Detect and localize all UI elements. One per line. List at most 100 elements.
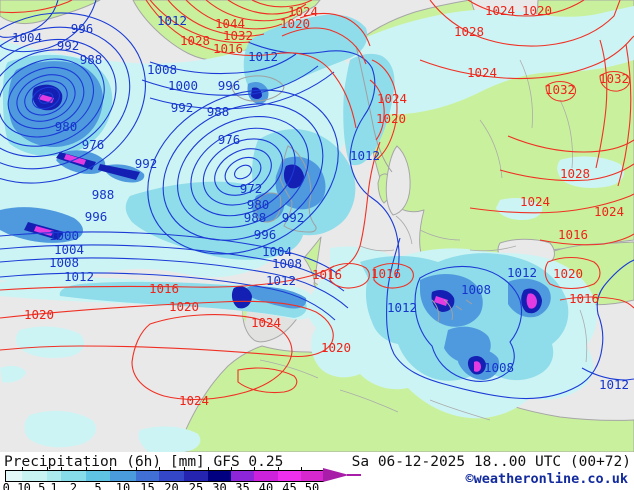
isobars-low — [0, 0, 634, 399]
scale-tick-label: 40 — [258, 481, 274, 490]
scale-tick — [136, 467, 137, 471]
isobar-label: 1008 — [147, 62, 177, 77]
isobar-label: 1016 — [213, 41, 243, 56]
isobar-label: 1004 — [54, 242, 84, 257]
isobar-label: 988 — [92, 187, 115, 202]
scale-tick-label: 50 — [304, 481, 320, 490]
scale-segment — [110, 470, 136, 482]
isobar-label: 1028 — [180, 33, 210, 48]
isobar-label: 1012 — [599, 377, 629, 392]
scale-tick — [208, 467, 209, 471]
isobar-label: 1012 — [266, 273, 296, 288]
isobar-label: 1008 — [272, 256, 302, 271]
isobar-label: 1024 — [467, 65, 497, 80]
scale-tick-label: 0.5 — [23, 481, 46, 490]
scale-tick — [301, 467, 302, 471]
isobar-label: 972 — [240, 181, 263, 196]
isobar-label: 1024 — [485, 3, 515, 18]
scale-segment — [136, 470, 159, 482]
isobar-label: 1016 — [569, 291, 599, 306]
scale-tick-label: 15 — [140, 481, 155, 490]
scale-segment — [61, 470, 86, 482]
forecast-datetime: Sa 06-12-2025 18..00 UTC (00+72) — [351, 454, 631, 470]
isobar-label: 980 — [247, 197, 270, 212]
copyright-watermark: ©weatheronline.co.uk — [465, 471, 628, 487]
isobar-label: 1004 — [262, 244, 292, 259]
isobar-label: 1012 — [157, 13, 187, 28]
coast-britain — [279, 145, 317, 233]
scale-tick-label: 0.1 — [2, 481, 25, 490]
isobar-label: 1020 — [24, 307, 54, 322]
isobar-label: 988 — [80, 52, 103, 67]
precipitation-map: 1004996992988980976992988996100010041008… — [0, 0, 634, 452]
isobar-label: 1016 — [558, 227, 588, 242]
isobar-label: 1020 — [553, 266, 583, 281]
scale-segment — [208, 470, 231, 482]
isobar-label: 1008 — [49, 255, 79, 270]
scale-tick — [110, 467, 111, 471]
isobar-label: 996 — [218, 78, 241, 93]
coast-ireland — [255, 192, 282, 223]
isobar-label: 1000 — [168, 78, 198, 93]
isobar-label: 1020 — [280, 16, 310, 31]
isobar-label: 1024 — [288, 4, 318, 19]
scale-segment — [278, 470, 301, 482]
isobars-high — [0, 0, 634, 401]
isobar-label: 1044 — [215, 16, 245, 31]
isobar-label: 1028 — [560, 166, 590, 181]
isobar-label: 976 — [218, 132, 241, 147]
scale-segment — [254, 470, 278, 482]
isobar-label: 1024 — [179, 393, 209, 408]
isobar-label: 1012 — [350, 148, 380, 163]
isobar-label: 1028 — [454, 24, 484, 39]
scale-segment — [47, 470, 61, 482]
scale-segment — [231, 470, 254, 482]
isobar-label: 1008 — [461, 282, 491, 297]
scale-tick-label: 5 — [94, 481, 102, 490]
isobar-label: 1032 — [545, 82, 575, 97]
isobar-label: 1024 — [251, 315, 281, 330]
isobar-label: 1020 — [522, 3, 552, 18]
coast-norway — [355, 45, 393, 173]
coast-greece-detail — [431, 299, 473, 323]
isobar-label: 1004 — [12, 30, 42, 45]
isobar-label: 1000 — [49, 228, 79, 243]
scale-tick — [86, 467, 87, 471]
scale-segment — [5, 470, 23, 482]
scale-tick-label: 10 — [115, 481, 131, 490]
isobar-label: 996 — [85, 209, 108, 224]
isobar-label: 1020 — [376, 111, 406, 126]
isobar-label: 1024 — [520, 194, 550, 209]
scale-tick-label: 45 — [282, 481, 297, 490]
scale-tick — [22, 467, 23, 471]
coast-iceland-outline — [231, 75, 285, 102]
scale-tick — [61, 467, 62, 471]
scale-tick — [231, 467, 232, 471]
scale-tick-label: 20 — [164, 481, 179, 490]
isobar-label: 1012 — [248, 49, 278, 64]
isobar-label: 1008 — [484, 360, 514, 375]
isobar-label: 1032 — [223, 28, 253, 43]
isobar-label: 1016 — [149, 281, 179, 296]
isobar-label: 1020 — [321, 340, 351, 355]
isobar-label: 1032 — [599, 71, 629, 86]
isobar-label: 1012 — [507, 265, 537, 280]
precipitation-scale: 0.1 0.5 1 2 5 10 15 20 25 30 35 40 45 50 — [0, 467, 380, 490]
country-borders — [259, 59, 588, 421]
isobar-label: 1012 — [387, 300, 417, 315]
isobar-label: 1024 — [377, 91, 407, 106]
scale-tick — [47, 467, 48, 471]
scale-tick-label: 1 — [50, 481, 58, 490]
isobar-label: 1012 — [64, 269, 94, 284]
scale-tick-label: 2 — [69, 481, 78, 490]
scale-tick-label: 30 — [212, 481, 227, 490]
isobar-label: 996 — [254, 227, 277, 242]
isobar-label: 1016 — [312, 267, 342, 282]
isobar-label: 988 — [207, 104, 230, 119]
sea-baltic — [385, 145, 411, 216]
isobar-label: 992 — [282, 210, 305, 225]
scale-segment — [159, 470, 184, 482]
scale-tick — [184, 467, 185, 471]
isobar-label: 1020 — [169, 299, 199, 314]
